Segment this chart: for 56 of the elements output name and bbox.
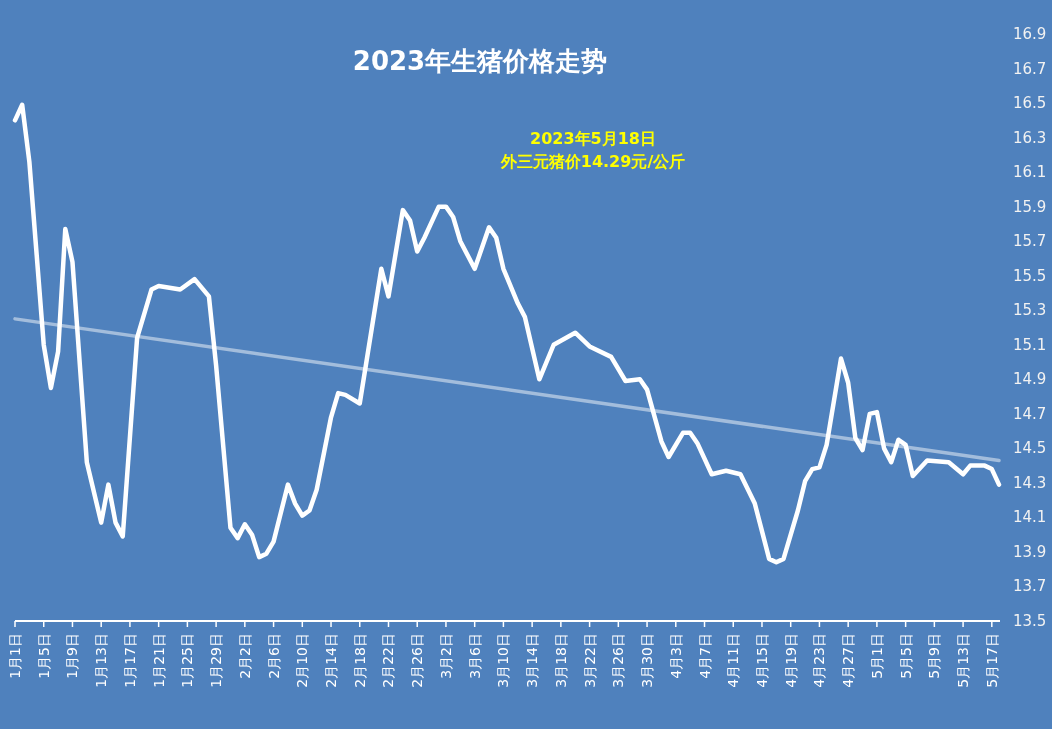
x-tick-label: 1月29日 [208,633,225,688]
y-tick-label: 16.1 [1013,163,1047,182]
y-tick-label: 14.5 [1013,439,1047,458]
y-tick-label: 15.5 [1013,266,1047,285]
x-tick-label: 1月1日 [7,633,23,679]
y-tick-label: 16.5 [1013,94,1047,113]
x-tick-label: 4月11日 [725,633,742,688]
x-tick-label: 5月17日 [983,633,1000,688]
x-tick-label: 3月2日 [437,633,454,679]
x-tick-label: 3月10日 [495,633,512,688]
x-tick-label: 1月25日 [179,633,196,688]
y-tick-label: 16.9 [1013,25,1047,43]
x-tick-label: 4月23日 [811,633,828,688]
x-tick-label: 5月5日 [897,633,914,679]
y-tick-label: 15.1 [1013,335,1047,354]
y-tick-label: 16.3 [1013,128,1047,147]
y-tick-label: 13.7 [1013,577,1047,596]
x-tick-label: 3月30日 [639,633,656,688]
y-tick-label: 14.3 [1013,473,1047,492]
x-tick-label: 1月13日 [93,633,110,688]
x-tick-label: 5月1日 [868,633,885,679]
x-tick-label: 1月21日 [150,633,167,688]
text: 2023年生猪价格走势 [352,46,608,76]
x-tick-label: 3月6日 [466,633,483,679]
x-tick-label: 1月9日 [64,633,81,679]
x-tick-label: 3月18日 [552,633,569,688]
x-tick-label: 1月17日 [121,633,138,688]
y-tick-label: 13.5 [1013,612,1047,630]
x-tick-label: 2月14日 [323,633,340,688]
x-tick-label: 4月15日 [753,633,770,688]
y-tick-label: 14.1 [1013,508,1047,527]
y-tick-label: 14.7 [1013,404,1047,423]
annotation: 外三元猪价14.29元/公斤 [499,152,686,171]
x-tick-label: 2月10日 [294,633,311,688]
y-tick-label: 15.3 [1013,301,1047,320]
x-tick-label: 5月13日 [955,633,972,688]
y-tick-label: 13.9 [1013,542,1047,561]
x-tick-label: 2月18日 [351,633,368,688]
x-tick-label: 4月7日 [696,633,713,679]
x-tick-label: 4月3日 [667,633,684,679]
x-tick-label: 2月22日 [380,633,397,688]
x-tick-label: 4月27日 [840,633,857,688]
y-tick-label: 16.7 [1013,59,1047,78]
x-tick-label: 2月2日 [236,633,253,679]
x-tick-label: 3月26日 [610,633,627,688]
x-tick-label: 1月5日 [35,633,52,679]
x-tick-label: 3月14日 [524,633,541,688]
y-tick-label: 15.7 [1013,232,1047,251]
y-tick-label: 15.9 [1013,197,1047,216]
annotation: 2023年5月18日 [530,129,656,148]
x-tick-label: 3月22日 [581,633,598,688]
y-tick-label: 14.9 [1013,370,1047,389]
x-tick-label: 5月9日 [926,633,943,679]
x-tick-label: 2月6日 [265,633,282,679]
x-tick-label: 2月26日 [409,633,426,688]
x-tick-label: 4月19日 [782,633,799,688]
